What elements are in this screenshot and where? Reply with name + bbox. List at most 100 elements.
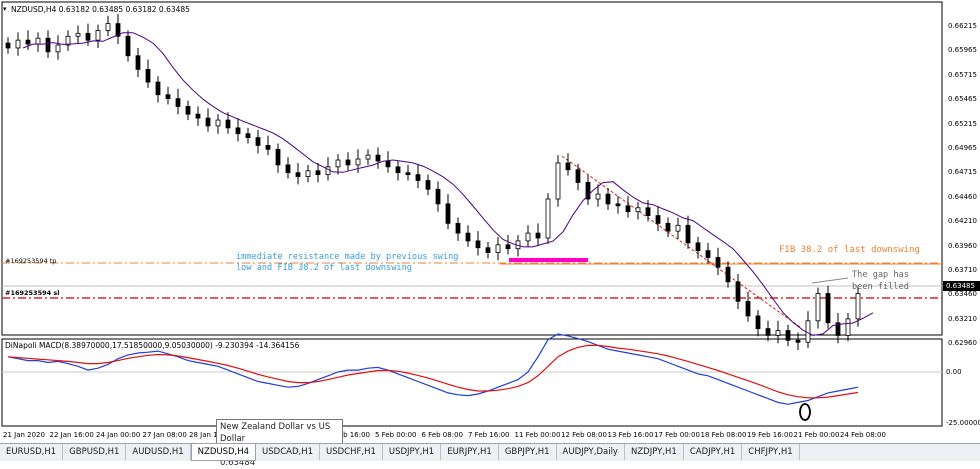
candle-body — [15, 39, 21, 49]
candle-body — [555, 162, 561, 200]
candle-body — [705, 250, 711, 258]
candle-body — [795, 339, 801, 343]
candle-body — [735, 281, 741, 302]
time-tick-label: 17 Feb 00:00 — [654, 431, 700, 439]
price-tick-label: 0.62960 — [948, 339, 977, 348]
candle-body — [835, 322, 841, 336]
candle-body — [225, 119, 231, 129]
candle-body — [295, 172, 301, 177]
candle-body — [715, 257, 721, 268]
tab-gbpjpy-h1[interactable]: GBPJPY,H1 — [499, 444, 557, 460]
candle-body — [245, 133, 251, 139]
chart-tab-bar: EURUSD,H1 GBPUSD,H1 AUDUSD,H1 NZDUSD,H4 USDC… — [0, 443, 980, 461]
candle-body — [615, 203, 621, 207]
candle-body — [595, 193, 601, 200]
candle-body — [415, 174, 421, 181]
tab-eurjpy-h1[interactable]: EURJPY,H1 — [441, 444, 499, 460]
candle-body — [55, 44, 61, 53]
candle-body — [325, 166, 331, 176]
time-tick-label: 7 Feb 16:00 — [468, 431, 510, 439]
price-tick-label: 0.63210 — [948, 314, 977, 323]
time-tick-label: 24 Feb 08:00 — [840, 431, 886, 439]
price-tick-label: 0.66215 — [948, 22, 977, 30]
candle-body — [265, 145, 271, 150]
macd-tick-label: -25.00000 — [946, 419, 980, 427]
candle-body — [545, 198, 551, 239]
price-tick-label: 0.65715 — [948, 70, 977, 79]
candle-body — [165, 94, 171, 100]
tab-audusd-h1[interactable]: AUDUSD,H1 — [126, 444, 191, 460]
tab-chfjpy-h1[interactable]: CHFJPY,H1 — [742, 444, 800, 460]
candle-body — [75, 32, 81, 37]
tab-usdcad-h1[interactable]: USDCAD,H1 — [256, 444, 320, 460]
candle-body — [775, 330, 781, 336]
price-tick-label: 0.63960 — [948, 241, 977, 250]
macd-tick-label: 0.00 — [946, 368, 962, 376]
candle-body — [35, 37, 41, 45]
tab-nzdusd-h4[interactable]: NZDUSD,H4 — [190, 444, 257, 461]
tab-nzdjpy-h1[interactable]: NZDJPY,H1 — [625, 444, 684, 460]
price-tick-label: 0.64965 — [948, 144, 977, 152]
tp-label[interactable]: #169253594 tp — [5, 257, 57, 265]
sl-label[interactable]: #169253594 sl — [5, 289, 60, 297]
candle-body — [305, 170, 311, 177]
candle-body — [115, 23, 121, 37]
trend-line[interactable] — [561, 155, 801, 328]
candle-body — [105, 23, 111, 31]
candle-body — [645, 207, 651, 216]
tab-audjpy-daily[interactable]: AUDJPY,Daily — [557, 444, 625, 460]
candle-body — [745, 300, 751, 317]
candle-body — [5, 42, 11, 49]
candle-body — [765, 328, 771, 336]
candle-body — [125, 35, 131, 57]
candle-body — [335, 159, 341, 168]
candles-group — [5, 13, 861, 351]
candle-body — [755, 315, 761, 330]
candle-body — [215, 119, 221, 127]
candle-body — [85, 32, 91, 41]
candle-body — [525, 232, 531, 242]
current-price-label: 0.63485 — [946, 282, 975, 290]
candle-body — [585, 182, 591, 200]
gap-annotation-line1: The gap has — [852, 270, 909, 280]
time-tick-label: 3 Feb 16:00 — [328, 431, 370, 439]
current-price-tag — [943, 281, 980, 291]
macd-panel-frame — [1, 338, 943, 427]
candle-body — [155, 81, 161, 96]
price-tick-label: 0.64715 — [948, 168, 977, 177]
fib-annotation: FIB 38.2 of last downswing — [779, 245, 920, 255]
candle-body — [845, 318, 851, 336]
candle-body — [485, 247, 491, 253]
price-panel-frame — [1, 1, 943, 336]
candle-body — [355, 158, 361, 166]
time-tick-label: 6 Feb 08:00 — [421, 431, 463, 439]
time-tick-label: 21 Feb 00:00 — [793, 431, 840, 439]
symbol-tooltip: New Zealand Dollar vs US Dollar 2393 bar… — [216, 419, 343, 468]
candle-body — [725, 266, 731, 283]
candle-body — [175, 98, 181, 107]
candle-body — [605, 193, 611, 205]
candle-body — [345, 159, 351, 166]
tab-cadjpy-h1[interactable]: CADJPY,H1 — [684, 444, 743, 460]
time-tick-label: 27 Jan 08:00 — [142, 431, 187, 439]
candle-body — [535, 232, 541, 239]
candle-body — [195, 113, 201, 119]
tab-gbpusd-h1[interactable]: GBPUSD,H1 — [63, 444, 127, 460]
time-tick-label: 12 Feb 08:00 — [561, 431, 607, 439]
candle-body — [45, 37, 51, 53]
time-tick-label: 21 Jan 2020 — [3, 431, 45, 439]
tab-usdchf-h1[interactable]: USDCHF,H1 — [320, 444, 383, 460]
candle-body — [675, 224, 681, 232]
tab-usdjpy-h1[interactable]: USDJPY,H1 — [383, 444, 442, 460]
candle-body — [505, 244, 511, 250]
tab-eurusd-h1[interactable]: EURUSD,H1 — [0, 444, 64, 460]
price-chart[interactable] — [0, 0, 980, 440]
candle-body — [855, 293, 861, 320]
candle-body — [65, 35, 71, 46]
time-tick-label: 19 Feb 16:00 — [747, 431, 793, 439]
candle-body — [665, 222, 671, 232]
price-tick-label: 0.65965 — [948, 46, 977, 55]
price-tick-label: 0.65465 — [948, 95, 977, 104]
candle-body — [95, 30, 101, 41]
